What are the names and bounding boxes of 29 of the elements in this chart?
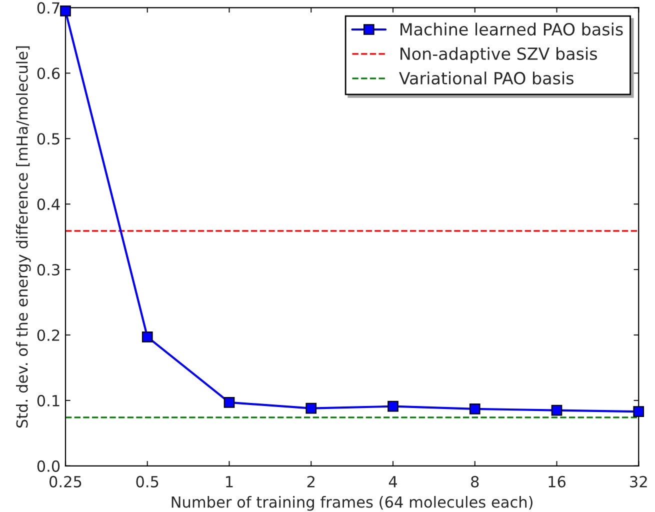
x-tick-label: 2: [307, 476, 314, 488]
point: [224, 397, 235, 408]
y-tick-label: 0.6: [37, 68, 60, 80]
x-tick-label: 0.5: [136, 476, 158, 488]
x-tick-label: 8: [471, 476, 479, 488]
y-tick-label: 0.2: [37, 329, 60, 342]
point: [551, 404, 562, 416]
legend-label: Machine learned PAO basis: [400, 22, 623, 36]
y-tick-label: 0.7: [37, 2, 60, 14]
legend-label: Non-adaptive SZV basis: [400, 47, 597, 64]
y-tick-label: 0.4: [37, 198, 60, 210]
x-tick-label: 0.25: [50, 476, 82, 488]
x-axis-title: Number of training frames (64 molecules each): [172, 496, 532, 511]
y-tick-label: 0.5: [37, 133, 60, 145]
point: [633, 406, 644, 417]
x-tick-label: 32: [630, 476, 647, 488]
y-tick-label: 0.3: [37, 264, 60, 276]
point: [60, 6, 71, 16]
point: [306, 402, 317, 414]
legend-label: Variational PAO basis: [399, 72, 574, 85]
y-tick-label: 0.1: [37, 394, 60, 406]
x-tick-label: 16: [548, 476, 566, 488]
y-tick-label: 0.0: [37, 460, 60, 472]
point: [469, 404, 480, 414]
x-tick-label: 4: [388, 476, 398, 488]
x-tick-label: 1: [226, 476, 233, 488]
point: [142, 332, 153, 342]
y-axis-title: Std. dev. of the energy difference [mHa/molecule]: [16, 46, 31, 428]
point: [388, 400, 398, 412]
